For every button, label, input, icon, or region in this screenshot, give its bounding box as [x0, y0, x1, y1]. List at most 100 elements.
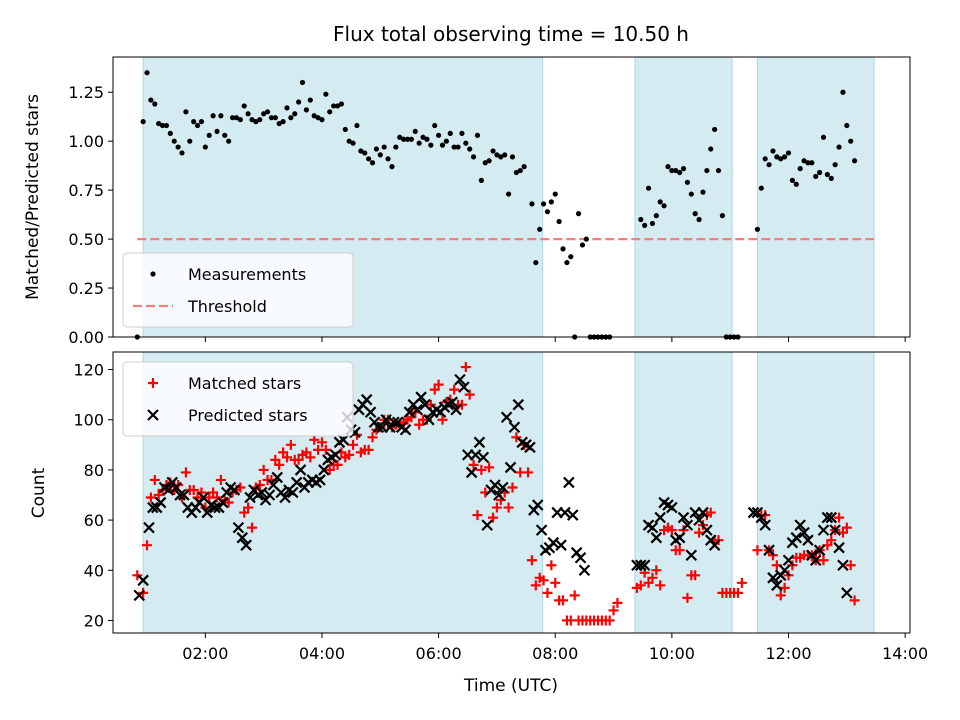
measurement-point: [408, 136, 414, 142]
observing-interval: [634, 351, 733, 634]
measurement-point: [206, 132, 212, 138]
matched-star-point: [507, 482, 518, 493]
matched-star-point: [414, 419, 425, 430]
measurement-point: [805, 160, 811, 166]
measurement-point: [782, 154, 788, 160]
measurement-point: [797, 166, 803, 172]
measurement-point: [280, 119, 286, 125]
measurement-point: [226, 138, 232, 144]
measurement-point: [428, 142, 434, 148]
measurement-point: [327, 109, 333, 115]
measurement-point: [463, 140, 469, 146]
measurement-point: [152, 101, 158, 107]
predicted-star-point: [380, 413, 392, 426]
y-tick-label: 20: [84, 611, 104, 630]
measurement-point: [261, 111, 267, 117]
matched-star-point: [826, 535, 837, 546]
matched-star-point: [736, 577, 747, 588]
predicted-star-point: [697, 506, 709, 519]
measurement-point: [350, 140, 356, 146]
y-tick-label: 80: [84, 461, 104, 480]
matched-star-point: [612, 597, 623, 608]
predicted-star-point: [133, 589, 146, 602]
measurement-point: [420, 134, 426, 140]
observing-interval: [756, 56, 875, 338]
measurement-point: [268, 115, 275, 121]
measurement-point: [470, 154, 477, 160]
measurement-point: [848, 138, 854, 144]
measurement-point: [820, 134, 827, 140]
matched-star-point: [142, 540, 153, 551]
measurement-point: [194, 122, 201, 129]
y-tick-label: 1.00: [68, 132, 104, 151]
predicted-star-point: [469, 449, 482, 461]
measurement-point: [817, 169, 823, 176]
measurement-point: [358, 148, 364, 154]
predicted-star-point: [666, 501, 678, 514]
measurement-point: [284, 105, 290, 111]
matched-star-point: [433, 379, 444, 390]
x-tick-label: 02:00: [182, 644, 228, 663]
measurement-point: [140, 119, 146, 125]
predicted-star-point: [290, 476, 303, 489]
measurement-point: [459, 130, 465, 136]
matched-star-point: [635, 580, 646, 591]
measurement-point: [560, 246, 566, 252]
measurement-point: [292, 111, 298, 117]
predicted-star-point: [574, 551, 587, 564]
predicted-star-point: [318, 464, 330, 476]
measurement-point: [708, 146, 714, 152]
predicted-star-point: [415, 391, 427, 403]
measurement-point: [809, 160, 815, 166]
measurement-point: [439, 142, 446, 148]
measurement-point: [187, 138, 193, 144]
matched-star-point: [491, 502, 502, 513]
measurement-point: [754, 226, 761, 232]
measurement-point: [482, 160, 488, 166]
measurement-point: [389, 164, 395, 170]
predicted-star-point: [201, 506, 214, 519]
matched-star-point: [145, 492, 156, 503]
measurement-point: [700, 189, 706, 195]
matched-star-point: [281, 452, 292, 463]
measurement-point: [233, 115, 240, 121]
measurement-point: [533, 259, 539, 266]
measurement-point: [249, 117, 255, 123]
y-tick-label: 0.75: [68, 181, 104, 200]
measurement-point: [366, 156, 372, 162]
predicted-star-point: [759, 519, 771, 531]
predicted-star-point: [693, 514, 705, 526]
matched-star-point: [437, 414, 448, 425]
matched-star-point: [468, 459, 479, 470]
measurement-point: [424, 136, 430, 142]
measurement-point: [486, 158, 492, 164]
measurement-point: [583, 236, 589, 242]
matched-star-point: [655, 580, 666, 591]
predicted-star-point: [423, 413, 435, 426]
matched-star-point: [542, 587, 553, 598]
matched-star-point: [215, 474, 226, 485]
predicted-star-point: [294, 464, 307, 476]
measurement-point: [179, 150, 185, 156]
measurement-point: [171, 138, 177, 144]
predicted-star-point: [388, 416, 400, 429]
matched-star-point: [456, 399, 467, 410]
matched-star-point: [429, 384, 440, 395]
matched-star-point: [837, 527, 848, 538]
measurement-point: [436, 132, 442, 138]
measurement-point: [801, 158, 807, 164]
measurement-point: [401, 136, 407, 142]
predicted-star-point: [685, 549, 698, 562]
measurement-point: [148, 97, 154, 103]
measurement-point: [369, 160, 376, 166]
matched-star-point: [472, 510, 483, 521]
measurement-point: [537, 226, 543, 232]
matched-star-point: [523, 467, 534, 478]
measurement-point: [338, 101, 345, 107]
matched-star-point: [841, 522, 852, 533]
y-tick-label: 0.00: [68, 328, 104, 347]
measurement-point: [832, 162, 838, 168]
matched-star-point: [344, 449, 355, 460]
measurement-point: [575, 211, 582, 217]
matched-star-point: [775, 590, 786, 601]
